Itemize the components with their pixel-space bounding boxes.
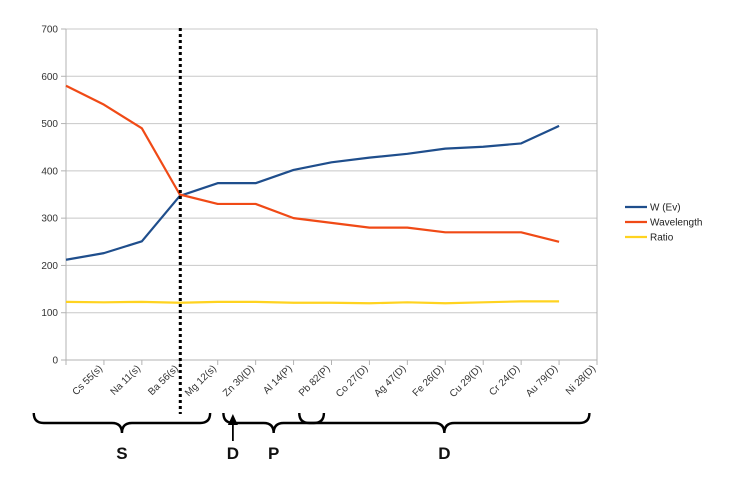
y-tick-label: 600 [41,72,58,83]
x-tick-label: Au 79(D) [524,363,560,399]
legend-label: Ratio [650,233,674,244]
x-tick-label: Ag 47(D) [372,363,408,399]
series-line [65,84,560,243]
y-tick-label: 700 [41,25,58,36]
x-tick-label: Mg 12(s) [183,363,219,399]
y-tick-label: 100 [41,308,58,319]
x-tick-label: Na 11(s) [109,363,143,397]
x-tick-label: Ni 28(D) [564,363,598,397]
series-line [65,300,560,305]
x-tick-label: Co 27(D) [334,363,370,399]
group-label: P [268,444,279,463]
y-tick-label: 300 [41,214,58,225]
group-brace [32,412,212,434]
legend-label: Wavelength [650,218,702,229]
x-tick-label: Cs 55(s) [71,363,106,398]
x-tick-label: Al 14(P) [261,363,294,396]
series-line [65,124,560,261]
y-tick-label: 500 [41,119,58,130]
x-tick-label: Zn 30(D) [221,363,257,399]
y-tick-label: 200 [41,261,58,272]
x-tick-label: Pb 82(P) [297,363,333,399]
x-tick-label: Cr 24(D) [487,363,522,398]
group-label: D [438,444,450,463]
group-brace [298,412,591,434]
y-tick-label: 400 [41,166,58,177]
y-tick-label: 0 [52,356,58,367]
group-label: D [227,444,239,463]
group-label: S [116,444,127,463]
x-tick-label: Cu 29(D) [448,363,484,399]
x-tick-label: Fe 26(D) [411,363,447,399]
x-tick-label: Ba 56(s) [146,363,181,398]
legend-label: W (Ev) [650,203,681,214]
